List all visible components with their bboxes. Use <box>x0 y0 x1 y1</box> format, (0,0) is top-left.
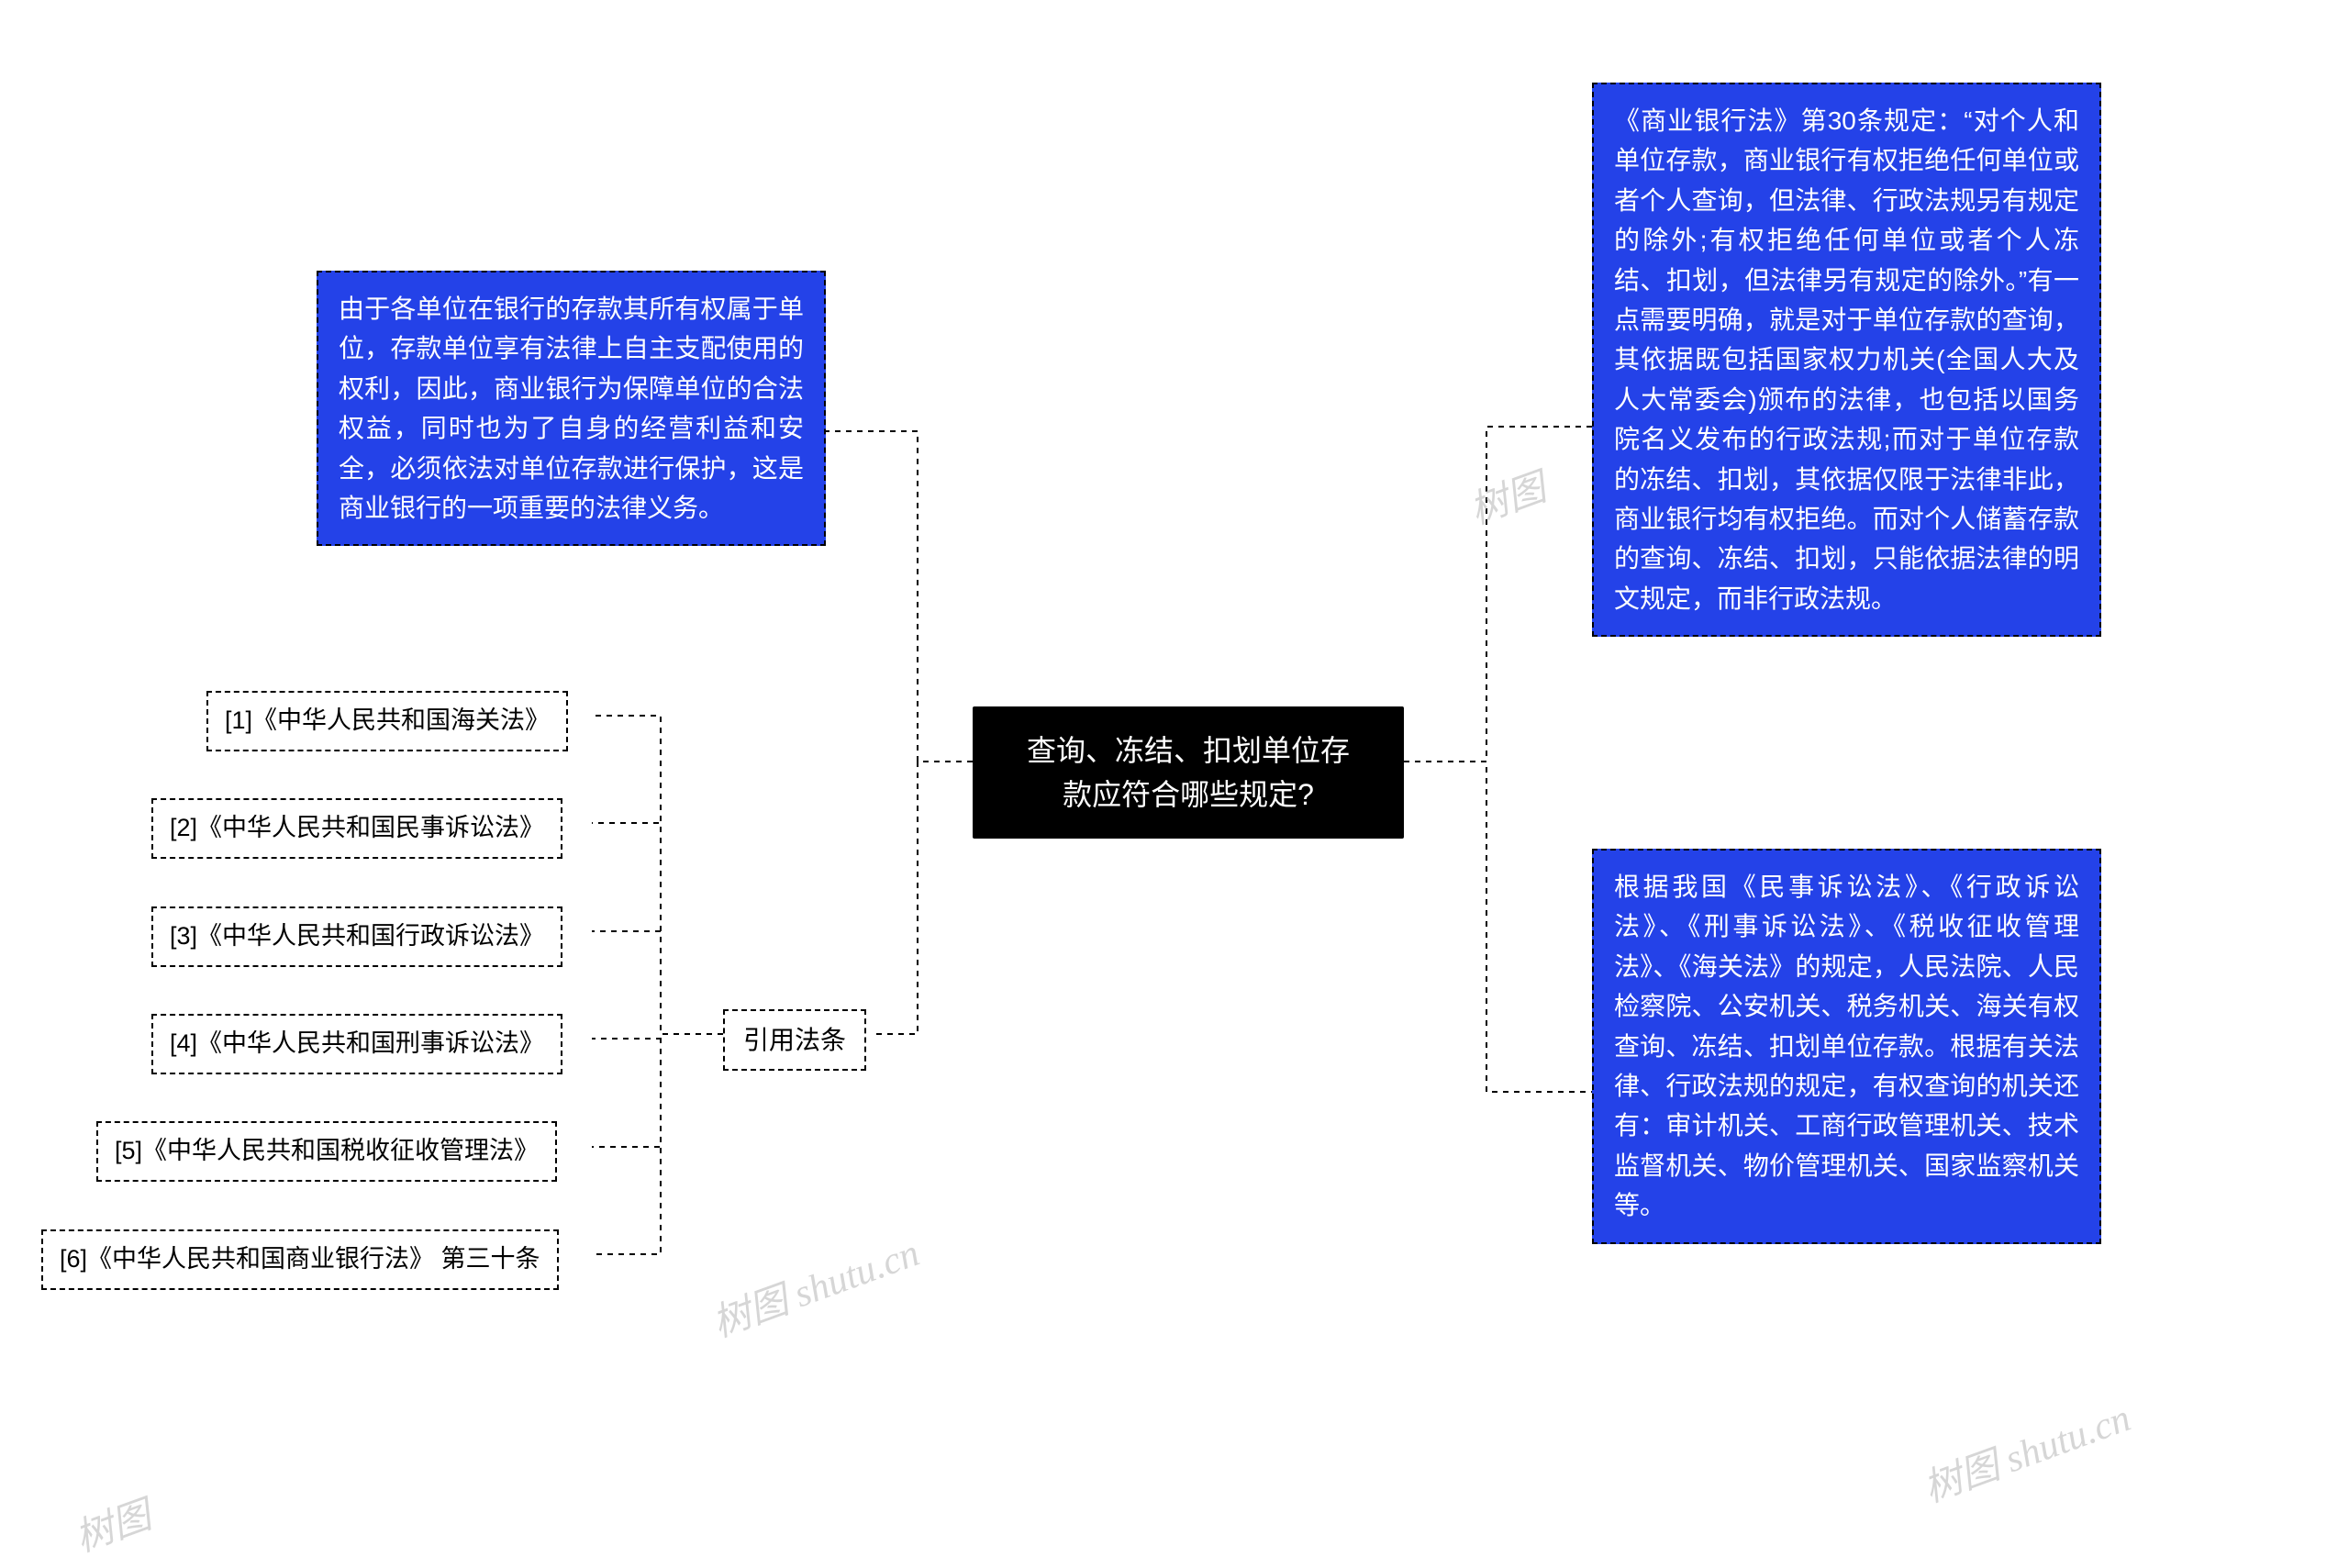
ref-item-5: [5]《中华人民共和国税收征收管理法》 <box>96 1121 557 1182</box>
right-authorities-text: 根据我国《民事诉讼法》、《行政诉讼法》、《刑事诉讼法》、《税收征收管理法》、《海… <box>1614 873 2079 1219</box>
right-law30-text: 《商业银行法》第30条规定：“对个人和单位存款，商业银行有权拒绝任何单位或者个人… <box>1614 106 2079 613</box>
reference-label-text: 引用法条 <box>743 1026 846 1054</box>
right-authorities-node: 根据我国《民事诉讼法》、《行政诉讼法》、《刑事诉讼法》、《税收征收管理法》、《海… <box>1592 849 2101 1244</box>
watermark: 树图 shutu.cn <box>1915 1387 2137 1514</box>
watermark: 树图 <box>66 1484 158 1562</box>
mindmap-canvas: 查询、冻结、扣划单位存款应符合哪些规定? 由于各单位在银行的存款其所有权属于单位… <box>0 0 2349 1568</box>
ref-item-4: [4]《中华人民共和国刑事诉讼法》 <box>151 1014 562 1074</box>
ref-item-2-text: [2]《中华人民共和国民事诉讼法》 <box>170 814 544 841</box>
left-summary-text: 由于各单位在银行的存款其所有权属于单位，存款单位享有法律上自主支配使用的权利，因… <box>339 295 804 522</box>
watermark: 树图 shutu.cn <box>704 1222 926 1349</box>
ref-item-6: [6]《中华人民共和国商业银行法》 第三十条 <box>41 1229 559 1290</box>
watermark: 树图 <box>1461 456 1553 535</box>
ref-item-2: [2]《中华人民共和国民事诉讼法》 <box>151 798 562 859</box>
ref-item-3: [3]《中华人民共和国行政诉讼法》 <box>151 906 562 967</box>
ref-item-3-text: [3]《中华人民共和国行政诉讼法》 <box>170 922 544 950</box>
reference-label-node: 引用法条 <box>723 1009 866 1071</box>
ref-item-6-text: [6]《中华人民共和国商业银行法》 第三十条 <box>60 1245 540 1273</box>
left-summary-node: 由于各单位在银行的存款其所有权属于单位，存款单位享有法律上自主支配使用的权利，因… <box>317 271 826 546</box>
ref-item-1-text: [1]《中华人民共和国海关法》 <box>225 706 550 734</box>
center-topic-text: 查询、冻结、扣划单位存款应符合哪些规定? <box>1027 734 1350 811</box>
center-topic: 查询、冻结、扣划单位存款应符合哪些规定? <box>973 706 1404 839</box>
ref-item-1: [1]《中华人民共和国海关法》 <box>206 691 568 751</box>
ref-item-5-text: [5]《中华人民共和国税收征收管理法》 <box>115 1137 539 1164</box>
ref-item-4-text: [4]《中华人民共和国刑事诉讼法》 <box>170 1029 544 1057</box>
right-law30-node: 《商业银行法》第30条规定：“对个人和单位存款，商业银行有权拒绝任何单位或者个人… <box>1592 83 2101 637</box>
